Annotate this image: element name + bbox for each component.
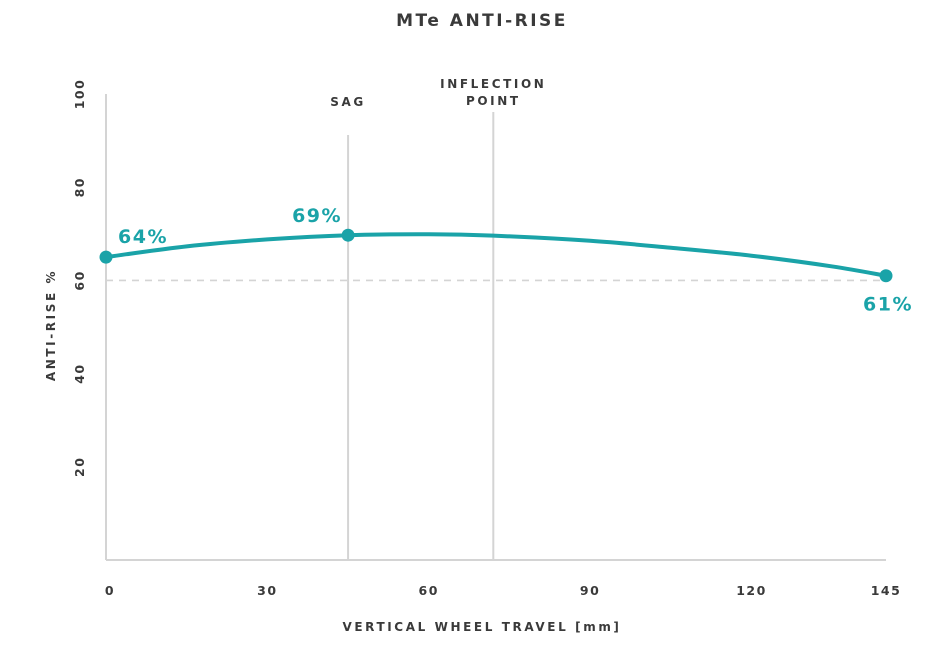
marker-label-1: INFLECTION POINT: [440, 77, 546, 108]
x-tick-label-3: 90: [580, 583, 600, 598]
data-point-2: [879, 269, 893, 283]
data-label-2: 61%: [863, 294, 913, 316]
y-tick-label-0: 20: [72, 457, 87, 477]
x-tick-label-4: 120: [736, 583, 767, 598]
x-tick-label-5: 145: [871, 583, 902, 598]
data-point-1: [341, 228, 355, 242]
marker-label-0: SAG: [330, 95, 366, 109]
y-axis-label: ANTI-RISE %: [44, 269, 58, 381]
x-tick-label-1: 30: [257, 583, 277, 598]
y-tick-label-3: 80: [72, 177, 87, 197]
y-tick-label-4: 100: [72, 79, 87, 110]
x-tick-label-0: 0: [105, 583, 115, 598]
data-point-0: [99, 250, 113, 264]
chart-title: MTe ANTI-RISE: [396, 11, 568, 31]
plot-area: SAG INFLECTION POINT 20 40 60 80 100 0 30 60 90 120 1…: [72, 77, 913, 598]
x-axis-label: VERTICAL WHEEL TRAVEL [mm]: [342, 620, 621, 634]
data-label-0: 64%: [118, 226, 168, 248]
series-line: [104, 232, 888, 278]
y-tick-label-2: 60: [72, 270, 87, 290]
y-tick-label-1: 40: [72, 363, 87, 383]
x-tick-label-2: 60: [419, 583, 439, 598]
data-label-1: 69%: [292, 205, 342, 227]
